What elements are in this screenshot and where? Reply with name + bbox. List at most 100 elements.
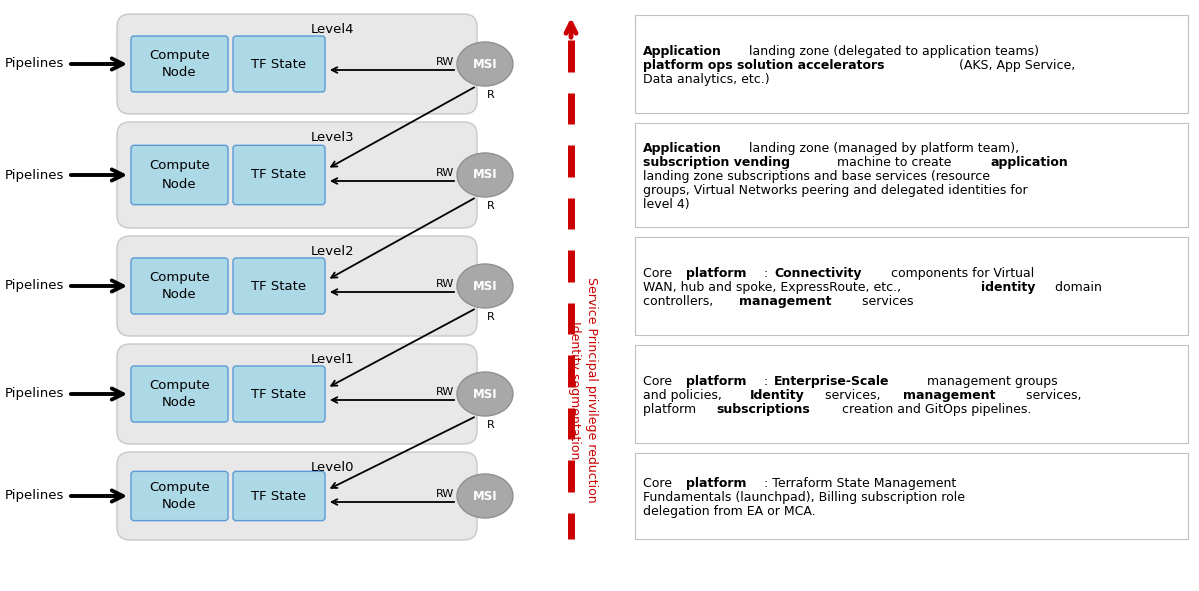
Text: groups, Virtual Networks peering and delegated identities for: groups, Virtual Networks peering and del… <box>643 184 1028 197</box>
Text: and policies,: and policies, <box>643 389 725 402</box>
FancyBboxPatch shape <box>233 258 325 314</box>
Text: Pipelines: Pipelines <box>5 388 65 401</box>
Text: Pipelines: Pipelines <box>5 280 65 293</box>
Text: MSI: MSI <box>472 388 498 401</box>
Text: Compute: Compute <box>149 480 210 493</box>
Text: :: : <box>764 267 772 280</box>
Text: Level0: Level0 <box>312 461 355 474</box>
Text: R: R <box>487 90 494 100</box>
Text: Pipelines: Pipelines <box>5 168 65 181</box>
Text: machine to create: machine to create <box>832 156 956 169</box>
Text: Connectivity: Connectivity <box>775 267 862 280</box>
Text: management: management <box>739 295 831 308</box>
Text: management: management <box>903 389 995 402</box>
FancyBboxPatch shape <box>131 258 228 314</box>
Text: : Terraform State Management: : Terraform State Management <box>764 477 956 490</box>
Text: subscription vending: subscription vending <box>643 156 790 169</box>
Text: services: services <box>858 295 914 308</box>
Text: platform: platform <box>686 267 746 280</box>
Text: Node: Node <box>162 67 197 80</box>
Text: components for Virtual: components for Virtual <box>887 267 1035 280</box>
Text: RW: RW <box>435 168 454 178</box>
FancyBboxPatch shape <box>131 145 228 204</box>
Text: identity: identity <box>981 281 1036 294</box>
Text: WAN, hub and spoke, ExpressRoute, etc.,: WAN, hub and spoke, ExpressRoute, etc., <box>643 281 905 294</box>
Text: Pipelines: Pipelines <box>5 489 65 502</box>
Text: platform: platform <box>686 375 746 388</box>
Ellipse shape <box>457 474 513 518</box>
Text: Enterprise-Scale: Enterprise-Scale <box>775 375 890 388</box>
Text: Level2: Level2 <box>312 245 355 258</box>
Text: TF State: TF State <box>252 489 307 502</box>
Text: R: R <box>487 312 494 322</box>
Text: Core: Core <box>643 267 676 280</box>
Text: TF State: TF State <box>252 280 307 293</box>
Text: platform ops solution accelerators: platform ops solution accelerators <box>643 59 885 72</box>
FancyBboxPatch shape <box>233 145 325 204</box>
Text: domain: domain <box>1052 281 1102 294</box>
Bar <box>635 453 1188 539</box>
Text: RW: RW <box>435 279 454 289</box>
FancyBboxPatch shape <box>118 122 477 228</box>
Text: Compute: Compute <box>149 160 210 173</box>
Ellipse shape <box>457 42 513 86</box>
Text: Compute: Compute <box>149 271 210 284</box>
Bar <box>635 345 1188 443</box>
Text: (AKS, App Service,: (AKS, App Service, <box>954 59 1074 72</box>
Text: management groups: management groups <box>923 375 1058 388</box>
FancyBboxPatch shape <box>118 14 477 114</box>
Text: Level3: Level3 <box>312 131 355 144</box>
Text: TF State: TF State <box>252 57 307 70</box>
Text: subscriptions: subscriptions <box>717 403 811 416</box>
FancyBboxPatch shape <box>118 236 477 336</box>
Text: application: application <box>990 156 1068 169</box>
Text: Identity: Identity <box>749 389 805 402</box>
Text: Node: Node <box>162 498 197 511</box>
Ellipse shape <box>457 153 513 197</box>
Text: R: R <box>487 420 494 430</box>
Text: controllers,: controllers, <box>643 295 717 308</box>
FancyBboxPatch shape <box>131 472 228 521</box>
Ellipse shape <box>457 264 513 308</box>
Text: MSI: MSI <box>472 168 498 181</box>
Text: R: R <box>487 201 494 211</box>
Text: Core: Core <box>643 375 676 388</box>
Text: Node: Node <box>162 397 197 410</box>
Text: Pipelines: Pipelines <box>5 57 65 70</box>
Text: Application: Application <box>643 45 722 58</box>
Text: :: : <box>764 375 772 388</box>
Bar <box>635 237 1188 335</box>
Text: landing zone subscriptions and base services (resource: landing zone subscriptions and base serv… <box>643 170 990 183</box>
Text: creation and GitOps pipelines.: creation and GitOps pipelines. <box>838 403 1031 416</box>
Text: MSI: MSI <box>472 57 498 70</box>
Text: Node: Node <box>162 177 197 190</box>
Text: platform: platform <box>686 477 746 490</box>
Text: services,: services, <box>820 389 884 402</box>
Text: TF State: TF State <box>252 168 307 181</box>
Text: landing zone (delegated to application teams): landing zone (delegated to application t… <box>745 45 1038 58</box>
Text: RW: RW <box>435 489 454 499</box>
Text: Service Principal privilege reduction
Identity segmentation: Service Principal privilege reduction Id… <box>568 277 598 502</box>
Text: landing zone (managed by platform team),: landing zone (managed by platform team), <box>745 142 1019 155</box>
FancyBboxPatch shape <box>131 366 228 422</box>
Text: delegation from EA or MCA.: delegation from EA or MCA. <box>643 505 815 518</box>
Text: Application: Application <box>643 142 722 155</box>
Text: RW: RW <box>435 57 454 67</box>
Text: MSI: MSI <box>472 280 498 293</box>
FancyBboxPatch shape <box>233 472 325 521</box>
FancyBboxPatch shape <box>118 452 477 540</box>
Ellipse shape <box>457 372 513 416</box>
Text: Compute: Compute <box>149 48 210 61</box>
Bar <box>635 15 1188 113</box>
FancyBboxPatch shape <box>118 344 477 444</box>
Text: Level1: Level1 <box>312 353 355 366</box>
Text: Level4: Level4 <box>312 23 355 36</box>
Text: Core: Core <box>643 477 676 490</box>
Text: Fundamentals (launchpad), Billing subscription role: Fundamentals (launchpad), Billing subscr… <box>643 491 965 504</box>
FancyBboxPatch shape <box>233 366 325 422</box>
Text: Compute: Compute <box>149 378 210 391</box>
Text: level 4): level 4) <box>643 198 689 211</box>
FancyBboxPatch shape <box>131 36 228 92</box>
Text: services,: services, <box>1022 389 1081 402</box>
Text: Data analytics, etc.): Data analytics, etc.) <box>643 73 770 86</box>
